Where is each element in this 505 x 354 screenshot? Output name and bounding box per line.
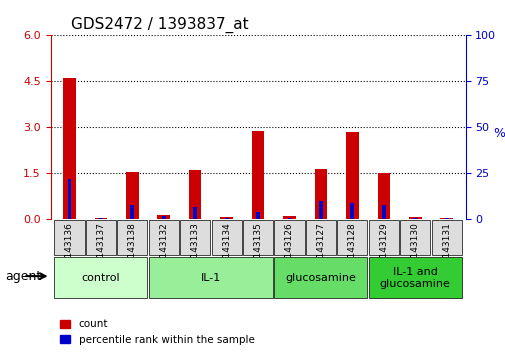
FancyBboxPatch shape bbox=[431, 220, 461, 255]
Bar bbox=[130, 205, 134, 219]
FancyBboxPatch shape bbox=[117, 220, 147, 255]
Bar bbox=[283, 216, 295, 219]
FancyBboxPatch shape bbox=[148, 257, 273, 298]
FancyBboxPatch shape bbox=[242, 220, 273, 255]
Bar bbox=[314, 169, 327, 219]
Text: GSM143127: GSM143127 bbox=[316, 222, 325, 277]
Bar bbox=[63, 78, 76, 219]
Text: GSM143131: GSM143131 bbox=[441, 222, 450, 277]
Y-axis label: %: % bbox=[492, 127, 504, 141]
Bar bbox=[377, 173, 389, 219]
FancyBboxPatch shape bbox=[211, 220, 241, 255]
FancyBboxPatch shape bbox=[368, 220, 398, 255]
Bar bbox=[94, 218, 107, 219]
Bar bbox=[251, 131, 264, 219]
Bar bbox=[193, 207, 196, 219]
Bar bbox=[439, 218, 452, 219]
Bar bbox=[345, 132, 358, 219]
Text: IL-1: IL-1 bbox=[200, 273, 221, 283]
FancyBboxPatch shape bbox=[86, 220, 116, 255]
FancyBboxPatch shape bbox=[54, 220, 84, 255]
Bar bbox=[256, 212, 260, 219]
FancyBboxPatch shape bbox=[274, 220, 304, 255]
Bar bbox=[188, 170, 201, 219]
FancyBboxPatch shape bbox=[399, 220, 429, 255]
FancyBboxPatch shape bbox=[148, 220, 178, 255]
Text: GSM143130: GSM143130 bbox=[410, 222, 419, 277]
Bar bbox=[444, 218, 447, 219]
Text: glucosamine: glucosamine bbox=[285, 273, 356, 283]
Text: GSM143135: GSM143135 bbox=[253, 222, 262, 277]
Text: GSM143136: GSM143136 bbox=[65, 222, 74, 277]
Bar bbox=[350, 203, 354, 219]
Bar bbox=[408, 217, 421, 219]
Bar bbox=[157, 215, 170, 219]
Bar bbox=[413, 218, 416, 219]
Bar bbox=[381, 205, 385, 219]
FancyBboxPatch shape bbox=[337, 220, 367, 255]
Legend: count, percentile rank within the sample: count, percentile rank within the sample bbox=[56, 315, 258, 349]
Text: GSM143128: GSM143128 bbox=[347, 222, 356, 277]
Bar bbox=[99, 218, 103, 219]
FancyBboxPatch shape bbox=[274, 257, 367, 298]
Bar bbox=[162, 216, 165, 219]
Text: GSM143138: GSM143138 bbox=[128, 222, 136, 277]
FancyBboxPatch shape bbox=[180, 220, 210, 255]
Bar bbox=[126, 172, 138, 219]
FancyBboxPatch shape bbox=[305, 220, 335, 255]
FancyBboxPatch shape bbox=[54, 257, 147, 298]
Bar bbox=[224, 218, 228, 219]
Text: GSM143129: GSM143129 bbox=[379, 222, 387, 277]
FancyBboxPatch shape bbox=[368, 257, 461, 298]
Bar bbox=[68, 179, 71, 219]
Text: GSM143132: GSM143132 bbox=[159, 222, 168, 277]
Text: GSM143133: GSM143133 bbox=[190, 222, 199, 277]
Text: GDS2472 / 1393837_at: GDS2472 / 1393837_at bbox=[71, 16, 248, 33]
Text: control: control bbox=[81, 273, 120, 283]
Bar bbox=[287, 218, 291, 219]
Text: GSM143137: GSM143137 bbox=[96, 222, 105, 277]
Bar bbox=[220, 217, 232, 219]
Text: GSM143126: GSM143126 bbox=[284, 222, 293, 277]
Text: IL-1 and
glucosamine: IL-1 and glucosamine bbox=[379, 267, 450, 289]
Text: agent: agent bbox=[5, 270, 41, 282]
Bar bbox=[319, 201, 322, 219]
Text: GSM143134: GSM143134 bbox=[222, 222, 231, 277]
